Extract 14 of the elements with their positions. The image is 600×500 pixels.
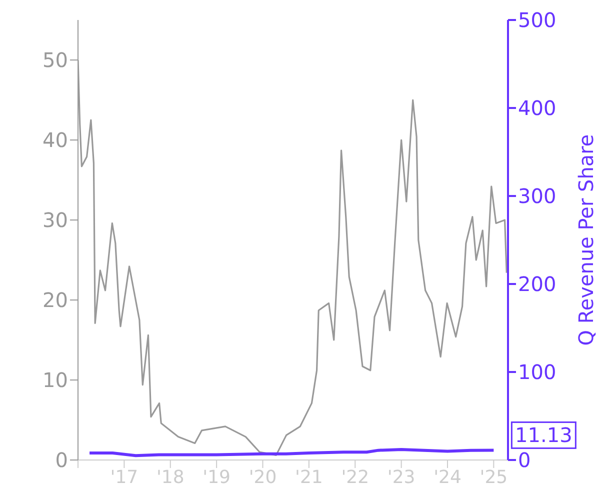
y-tick-label: 20	[42, 288, 68, 312]
y-tick-label: 50	[42, 48, 68, 72]
y-tick-label: 0	[55, 448, 68, 472]
y2-tick-label: 300	[518, 184, 556, 208]
y2-tick-label: 500	[518, 8, 556, 32]
y-tick-label: 30	[42, 208, 68, 232]
y2-tick-label: 400	[518, 96, 556, 120]
y2-tick-label: 0	[518, 448, 531, 472]
y2-axis-title: Q Revenue Per Share	[574, 134, 598, 346]
y2-tick-label: 200	[518, 272, 556, 296]
y-tick-label: 10	[42, 368, 68, 392]
data-label: 11.13	[515, 423, 572, 448]
y-tick-label: 40	[42, 128, 68, 152]
y2-tick-label: 100	[518, 360, 556, 384]
